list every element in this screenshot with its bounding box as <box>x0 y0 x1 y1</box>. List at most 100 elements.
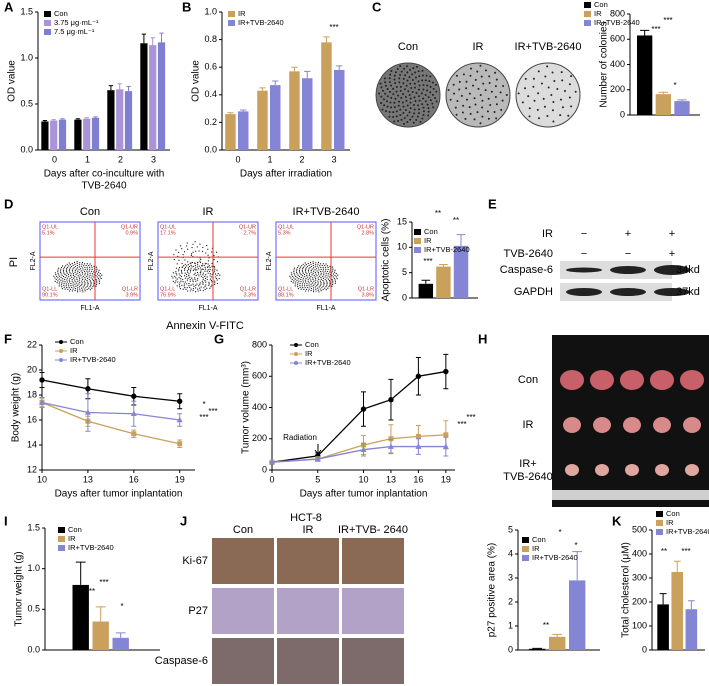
flow-dot <box>182 254 184 256</box>
flow-dot <box>208 283 210 285</box>
bar <box>655 94 671 115</box>
flow-dot <box>184 268 186 270</box>
colony <box>409 82 412 85</box>
flow-dot <box>313 280 315 282</box>
panel-label: E <box>488 196 497 211</box>
flow-dot <box>90 270 93 273</box>
quadrant-label: 3.3% <box>243 292 256 298</box>
flow-dot <box>204 270 206 272</box>
y-tick-label: 200 <box>252 433 267 443</box>
colony <box>476 111 479 114</box>
colony <box>431 93 434 96</box>
y-axis-label: OD value <box>191 60 202 102</box>
annotation: * <box>673 81 676 90</box>
flow-dot <box>198 265 200 267</box>
y-tick-label: 400 <box>252 402 267 412</box>
flow-dot <box>293 267 296 269</box>
colony <box>417 104 420 107</box>
flow-dot <box>328 286 330 288</box>
flow-dot <box>310 269 312 272</box>
flow-dot <box>324 264 326 267</box>
flow-dot <box>325 280 327 282</box>
colony <box>417 95 420 98</box>
legend-swatch <box>59 358 63 362</box>
tumor <box>623 417 641 433</box>
error-bar <box>75 561 86 585</box>
flow-dot <box>61 274 63 276</box>
legend-label: IR+TVB-2640 <box>424 245 470 254</box>
colony <box>395 115 398 118</box>
flow-dot <box>192 281 194 283</box>
marker <box>415 373 422 379</box>
colony <box>413 112 416 115</box>
flow-dot <box>215 251 218 253</box>
flow-dot <box>318 286 320 288</box>
flow-dot <box>210 279 213 282</box>
flow-dot <box>58 283 60 285</box>
flow-dot <box>293 280 295 282</box>
colony <box>417 88 420 91</box>
colony <box>414 76 417 79</box>
colony <box>493 110 496 113</box>
colony <box>455 113 458 116</box>
tumor <box>563 417 581 433</box>
flow-dot <box>76 277 78 279</box>
y-tick-label: 400 <box>610 59 625 69</box>
flow-dot <box>217 272 219 275</box>
flow-dot <box>84 290 86 292</box>
colony <box>435 90 438 93</box>
colony <box>393 120 396 123</box>
bar <box>674 101 690 115</box>
flow-dot <box>174 282 176 284</box>
flow-dot <box>186 265 188 267</box>
flow-dot <box>172 272 174 274</box>
colony <box>403 88 406 91</box>
tumor <box>655 464 669 476</box>
y-tick-label: 5 <box>402 267 407 277</box>
flow-dot <box>71 276 73 278</box>
flow-dot <box>192 289 194 292</box>
marker <box>387 443 394 449</box>
flow-dot <box>197 288 199 290</box>
bar <box>157 42 166 150</box>
error-bar <box>640 29 650 36</box>
flow-dot <box>70 273 72 275</box>
colony <box>415 92 418 95</box>
y-tick-label: 800 <box>610 8 625 18</box>
flow-dot <box>302 268 304 270</box>
flow-dot <box>300 288 302 290</box>
colony <box>406 120 409 123</box>
flow-dot <box>315 288 317 290</box>
flow-dot <box>199 243 201 245</box>
flow-dot <box>296 273 298 275</box>
error-bar <box>51 119 56 121</box>
plate-label: Con <box>398 41 418 53</box>
flow-dot <box>60 273 62 275</box>
flow-dot <box>180 245 182 247</box>
colony <box>468 92 471 95</box>
flow-dot <box>199 283 201 286</box>
colony <box>477 87 480 90</box>
colony <box>424 100 427 103</box>
flow-dot <box>304 279 306 281</box>
flow-ylabel: PI <box>8 257 20 267</box>
flow-dot <box>65 285 67 287</box>
flow-dot <box>214 283 216 286</box>
colony <box>435 100 438 103</box>
blot-mark: − <box>581 248 587 260</box>
blot-mark: + <box>625 228 631 240</box>
flow-dot <box>297 274 299 276</box>
bar <box>453 245 469 298</box>
flow-dot <box>214 268 216 270</box>
legend-label: IR <box>424 236 432 245</box>
colony <box>383 77 386 80</box>
colony <box>400 96 403 99</box>
flow-dot <box>181 262 183 265</box>
flow-dot <box>76 291 79 293</box>
flow-dot <box>56 282 58 284</box>
flow-dot <box>66 268 68 270</box>
quadrant-label: 88.1% <box>278 292 294 298</box>
flow-dot <box>58 278 60 280</box>
flow-dot <box>83 265 85 267</box>
flow-dot <box>190 262 192 264</box>
